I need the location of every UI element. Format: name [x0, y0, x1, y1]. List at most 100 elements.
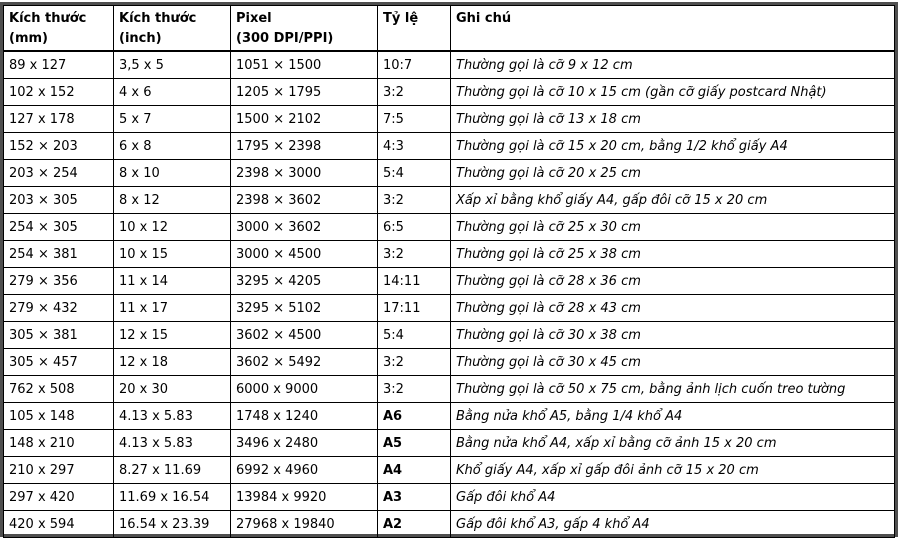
cell-size-inch: 11 x 17: [113, 294, 231, 322]
cell-ratio: A6: [377, 402, 451, 430]
cell-size-mm: 203 × 254: [3, 159, 114, 187]
cell-size-inch: 8 x 10: [113, 159, 231, 187]
cell-note: Thường gọi là cỡ 10 x 15 cm (gần cỡ giấy…: [450, 78, 895, 106]
cell-ratio: 3:2: [377, 348, 451, 376]
cell-ratio: A5: [377, 429, 451, 457]
cell-note: Thường gọi là cỡ 13 x 18 cm: [450, 105, 895, 133]
cell-size-inch: 20 x 30: [113, 375, 231, 403]
cell-size-inch: 6 x 8: [113, 132, 231, 160]
cell-note: Thường gọi là cỡ 30 x 38 cm: [450, 321, 895, 349]
cell-pixel: 13984 x 9920: [230, 483, 378, 511]
table-row: 305 × 457 12 x 18 3602 × 5492 3:2 Thường gọi…: [3, 348, 895, 376]
cell-size-inch: 5 x 7: [113, 105, 231, 133]
cell-note: Thường gọi là cỡ 9 x 12 cm: [450, 50, 895, 79]
photo-print-size-table: Kích thước (mm) Kích thước (inch) Pixel (30…: [3, 5, 895, 538]
cell-size-mm: 305 × 457: [3, 348, 114, 376]
cell-size-inch: 4.13 x 5.83: [113, 402, 231, 430]
table-row: 105 x 148 4.13 x 5.83 1748 x 1240 A6 Bằng nử…: [3, 402, 895, 430]
table-row: 148 x 210 4.13 x 5.83 3496 x 2480 A5 Bằng nử…: [3, 429, 895, 457]
table-row: 305 × 381 12 x 15 3602 × 4500 5:4 Thường gọi…: [3, 321, 895, 349]
header-size-inch-line1: Kích thước: [119, 11, 197, 26]
cell-size-mm: 152 × 203: [3, 132, 114, 160]
cell-ratio: 3:2: [377, 375, 451, 403]
cell-pixel: 3000 × 3602: [230, 213, 378, 241]
cell-note: Thường gọi là cỡ 28 x 43 cm: [450, 294, 895, 322]
table-row: 254 × 381 10 x 15 3000 × 4500 3:2 Thường gọi…: [3, 240, 895, 268]
cell-size-inch: 10 x 15: [113, 240, 231, 268]
cell-size-inch: 12 x 15: [113, 321, 231, 349]
cell-note: Bằng nửa khổ A5, bằng 1/4 khổ A4: [450, 402, 895, 430]
cell-pixel: 3602 × 5492: [230, 348, 378, 376]
table-row: 203 × 254 8 x 10 2398 × 3000 5:4 Thường gọi …: [3, 159, 895, 187]
cell-note: Gấp đôi khổ A3, gấp 4 khổ A4: [450, 510, 895, 538]
cell-size-inch: 11 x 14: [113, 267, 231, 295]
cell-size-inch: 16.54 x 23.39: [113, 510, 231, 538]
cell-ratio: A2: [377, 510, 451, 538]
cell-pixel: 3295 × 4205: [230, 267, 378, 295]
table-row: 420 x 594 16.54 x 23.39 27968 x 19840 A2 Gấp…: [3, 510, 895, 538]
header-size-mm-line1: Kích thước: [9, 11, 87, 26]
cell-ratio: 3:2: [377, 240, 451, 268]
cell-ratio: A4: [377, 456, 451, 484]
header-size-inch-line2: (inch): [119, 30, 162, 46]
cell-pixel: 27968 x 19840: [230, 510, 378, 538]
cell-size-mm: 148 x 210: [3, 429, 114, 457]
table-row: 102 x 152 4 x 6 1205 × 1795 3:2 Thường gọi l…: [3, 78, 895, 106]
cell-size-inch: 11.69 x 16.54: [113, 483, 231, 511]
cell-size-mm: 279 × 432: [3, 294, 114, 322]
cell-note: Thường gọi là cỡ 20 x 25 cm: [450, 159, 895, 187]
cell-ratio: 7:5: [377, 105, 451, 133]
header-note: Ghi chú: [450, 5, 895, 52]
cell-pixel: 3602 × 4500: [230, 321, 378, 349]
cell-pixel: 1500 × 2102: [230, 105, 378, 133]
cell-ratio: 14:11: [377, 267, 451, 295]
cell-pixel: 1205 × 1795: [230, 78, 378, 106]
table-row: 297 x 420 11.69 x 16.54 13984 x 9920 A3 Gấp …: [3, 483, 895, 511]
cell-pixel: 1795 × 2398: [230, 132, 378, 160]
cell-ratio: 10:7: [377, 50, 451, 79]
header-size-mm-line2: (mm): [9, 30, 48, 46]
cell-pixel: 2398 × 3000: [230, 159, 378, 187]
cell-note: Thường gọi là cỡ 28 x 36 cm: [450, 267, 895, 295]
cell-size-inch: 3,5 x 5: [113, 50, 231, 79]
cell-note: Thường gọi là cỡ 25 x 30 cm: [450, 213, 895, 241]
table-row: 279 × 432 11 x 17 3295 × 5102 17:11 Thường g…: [3, 294, 895, 322]
table-body: 89 x 127 3,5 x 5 1051 × 1500 10:7 Thường gọi…: [3, 50, 895, 538]
cell-size-mm: 254 × 381: [3, 240, 114, 268]
cell-note: Thường gọi là cỡ 25 x 38 cm: [450, 240, 895, 268]
cell-ratio: A3: [377, 483, 451, 511]
cell-ratio: 4:3: [377, 132, 451, 160]
header-pixel-line1: Pixel: [236, 11, 272, 26]
cell-note: Khổ giấy A4, xấp xỉ gấp đôi ảnh cỡ 15 x …: [450, 456, 895, 484]
cell-ratio: 3:2: [377, 78, 451, 106]
table-row: 279 × 356 11 x 14 3295 × 4205 14:11 Thường g…: [3, 267, 895, 295]
cell-size-mm: 210 x 297: [3, 456, 114, 484]
header-ratio: Tỷ lệ: [377, 5, 451, 52]
cell-pixel: 3496 x 2480: [230, 429, 378, 457]
cell-pixel: 6000 x 9000: [230, 375, 378, 403]
cell-pixel: 3000 × 4500: [230, 240, 378, 268]
cell-ratio: 3:2: [377, 186, 451, 214]
table-header: Kích thước (mm) Kích thước (inch) Pixel (30…: [3, 5, 895, 52]
table-row: 254 × 305 10 x 12 3000 × 3602 6:5 Thường gọi…: [3, 213, 895, 241]
cell-pixel: 6992 x 4960: [230, 456, 378, 484]
cell-note: Bằng nửa khổ A4, xấp xỉ bằng cỡ ảnh 15 x…: [450, 429, 895, 457]
cell-size-mm: 279 × 356: [3, 267, 114, 295]
cell-size-mm: 127 x 178: [3, 105, 114, 133]
cell-ratio: 5:4: [377, 321, 451, 349]
cell-note: Thường gọi là cỡ 30 x 45 cm: [450, 348, 895, 376]
cell-note: Xấp xỉ bằng khổ giấy A4, gấp đôi cỡ 15 x…: [450, 186, 895, 214]
cell-size-mm: 89 x 127: [3, 50, 114, 79]
cell-ratio: 5:4: [377, 159, 451, 187]
header-pixel-line2: (300 DPI/PPI): [236, 30, 334, 46]
header-pixel: Pixel (300 DPI/PPI): [230, 5, 378, 52]
header-size-inch: Kích thước (inch): [113, 5, 231, 52]
cell-size-mm: 102 x 152: [3, 78, 114, 106]
table-row: 152 × 203 6 x 8 1795 × 2398 4:3 Thường gọi l…: [3, 132, 895, 160]
cell-note: Thường gọi là cỡ 50 x 75 cm, bằng ảnh lị…: [450, 375, 895, 403]
table-row: 89 x 127 3,5 x 5 1051 × 1500 10:7 Thường gọi…: [3, 50, 895, 79]
cell-ratio: 6:5: [377, 213, 451, 241]
cell-size-inch: 4.13 x 5.83: [113, 429, 231, 457]
cell-note: Gấp đôi khổ A4: [450, 483, 895, 511]
cell-size-mm: 254 × 305: [3, 213, 114, 241]
